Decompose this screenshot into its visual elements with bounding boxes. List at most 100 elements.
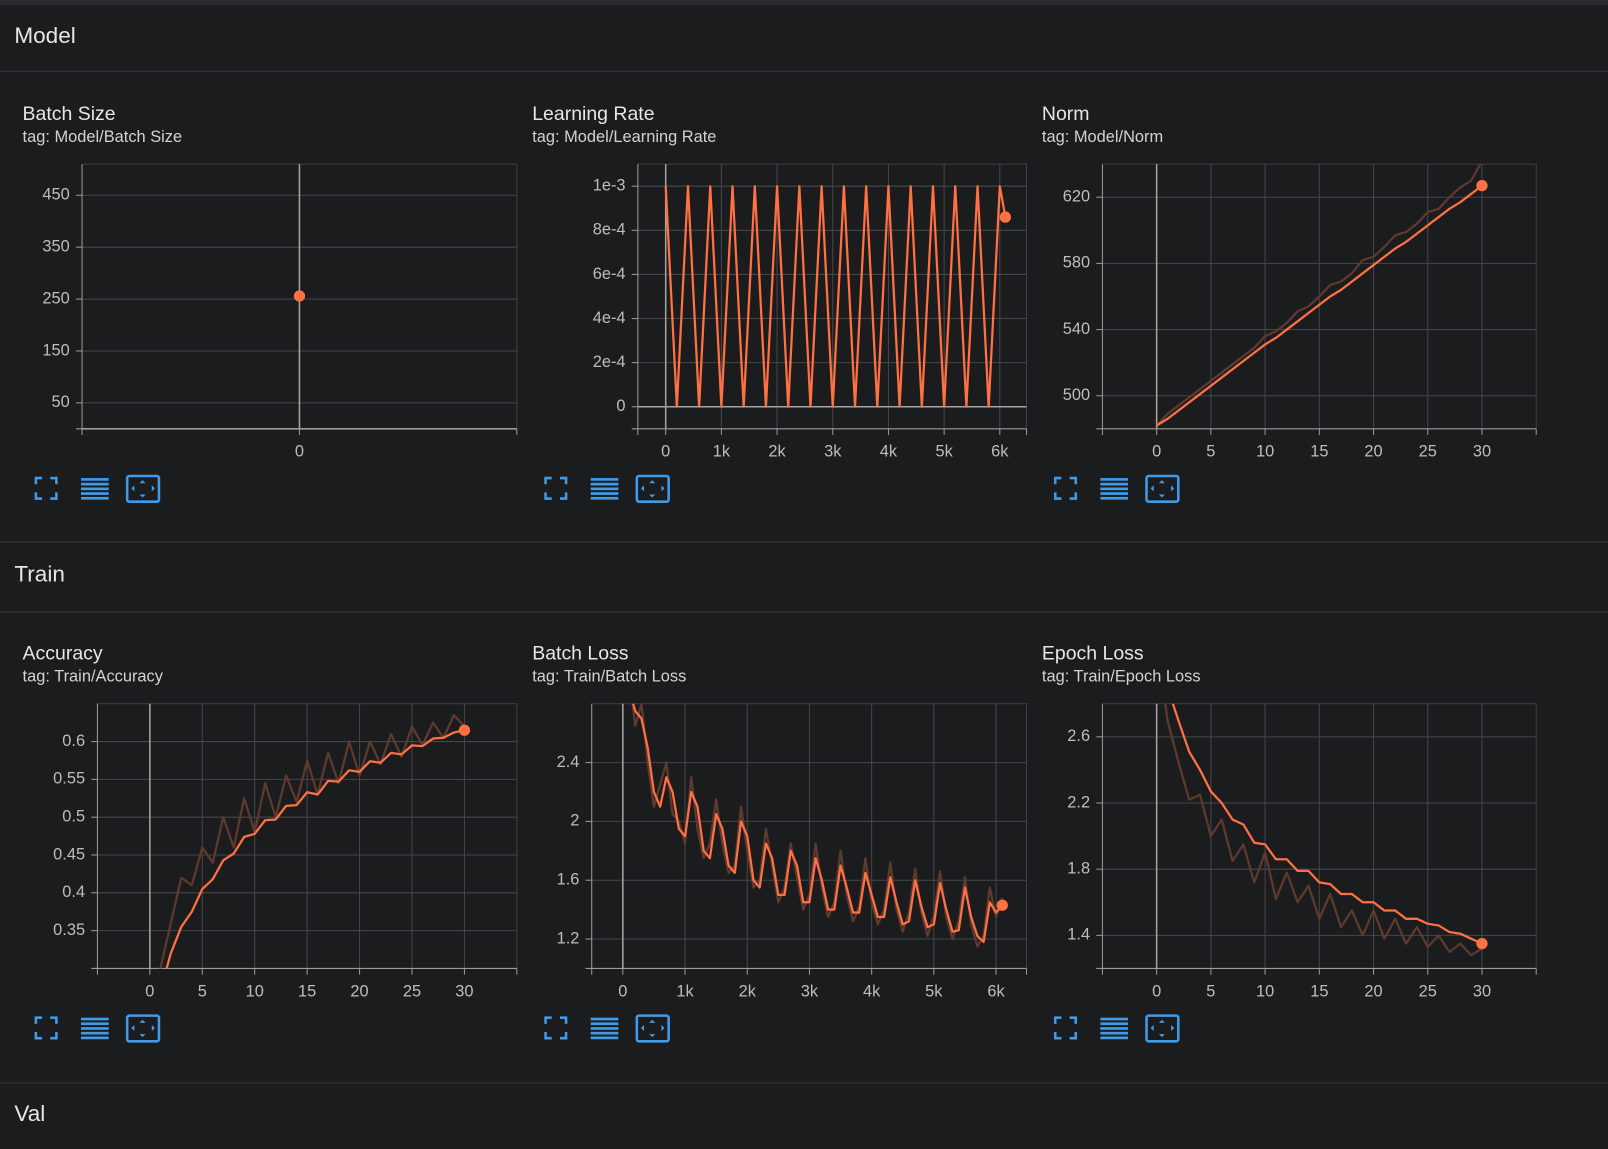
icon-bar <box>590 1022 619 1026</box>
fit-domain-button[interactable] <box>1145 474 1180 503</box>
plot-frame <box>591 703 1028 969</box>
y-tick-label: 250 <box>42 289 69 307</box>
icon-bar <box>590 478 619 481</box>
chart-title: Accuracy <box>23 643 103 665</box>
chart-tag: tag: Model/Batch Size <box>23 128 183 146</box>
y-tick-label: 2.6 <box>1067 727 1090 745</box>
icon-box <box>125 1014 161 1043</box>
chart-card: Batch Loss tag: Train/Batch Loss 1.2 1.6 2 2.… <box>532 643 1028 1043</box>
toggle-log-button[interactable] <box>81 478 109 500</box>
x-tick-label: 3k <box>801 982 819 1000</box>
icon-bar <box>81 496 109 500</box>
y-tick-label: 6e-4 <box>593 265 626 283</box>
y-tick-label: 2.2 <box>1067 793 1090 811</box>
y-tick-label: 500 <box>1063 386 1090 404</box>
icon-bar <box>81 492 109 495</box>
fit-domain-button[interactable] <box>125 1014 161 1043</box>
section-title[interactable]: Train <box>14 561 65 586</box>
x-tick-label: 10 <box>1256 982 1274 1000</box>
x-tick-label: 6k <box>991 443 1009 461</box>
last-point <box>1476 180 1488 192</box>
fit-domain-button[interactable] <box>635 1014 670 1043</box>
x-tick-label: 15 <box>1310 443 1328 461</box>
x-tick-label: 10 <box>246 982 264 1000</box>
fullscreen-button[interactable] <box>1053 1016 1078 1040</box>
x-tick-label: 2k <box>739 982 757 1000</box>
fit-domain-button[interactable] <box>635 474 670 503</box>
icon-corner <box>1069 492 1078 500</box>
y-tick-label: 2.4 <box>557 753 580 771</box>
x-tick-label: 15 <box>298 982 316 1000</box>
y-tick-label: 620 <box>1063 188 1090 206</box>
chart-card: Epoch Loss tag: Train/Epoch Loss 1.4 1.8 2.2… <box>1042 643 1537 1043</box>
x-tick-label: 3k <box>824 443 842 461</box>
x-tick-label: 20 <box>1364 982 1382 1000</box>
chart-tag: tag: Train/Batch Loss <box>532 667 686 685</box>
chart-card: Norm tag: Model/Norm 500 540 580 620 0 5 10 15 20 2… <box>1042 103 1537 503</box>
y-tick-label: 8e-4 <box>593 221 626 239</box>
chart-title: Batch Loss <box>532 643 629 665</box>
chart-title: Epoch Loss <box>1042 643 1144 665</box>
x-tick-label: 2k <box>768 443 786 461</box>
y-tick-label: 0.45 <box>53 845 85 863</box>
fullscreen-button[interactable] <box>34 1016 58 1040</box>
icon-corner <box>50 492 58 500</box>
fit-domain-button[interactable] <box>1145 1014 1180 1043</box>
icon-bar <box>1100 1031 1129 1035</box>
x-tick-label: 20 <box>1364 443 1382 461</box>
toggle-log-button[interactable] <box>1100 1017 1129 1040</box>
toggle-log-button[interactable] <box>590 478 619 500</box>
icon-bar <box>1100 487 1129 491</box>
x-tick-label: 0 <box>145 982 154 1000</box>
icon-bar <box>590 1031 619 1035</box>
fullscreen-button[interactable] <box>544 476 568 500</box>
icon-corner <box>34 1032 43 1040</box>
series-line <box>1164 703 1483 957</box>
series-line <box>1156 184 1483 427</box>
y-tick-label: 1.8 <box>1067 860 1090 878</box>
chart-tag: tag: Model/Norm <box>1042 128 1163 146</box>
chart-tag: tag: Train/Epoch Loss <box>1042 667 1201 685</box>
icon-bar <box>1100 1036 1129 1040</box>
x-tick-label: 5 <box>1206 982 1215 1000</box>
toggle-log-button[interactable] <box>81 1017 109 1040</box>
section-title[interactable]: Model <box>14 23 75 48</box>
y-tick-label: 580 <box>1063 254 1090 272</box>
fit-domain-button[interactable] <box>125 474 161 503</box>
fullscreen-button[interactable] <box>544 1016 568 1040</box>
fullscreen-button[interactable] <box>34 476 58 500</box>
chart-card: Learning Rate tag: Model/Learning Rate 0 2e… <box>532 103 1028 503</box>
icon-bar <box>81 1031 109 1035</box>
last-point <box>996 899 1008 911</box>
icon-arrows <box>131 480 155 498</box>
icon-arrows <box>640 1019 665 1038</box>
x-tick-label: 6k <box>987 982 1005 1000</box>
toggle-log-button[interactable] <box>590 1017 619 1040</box>
icon-corner <box>34 1016 43 1024</box>
last-point <box>293 290 306 302</box>
icon-bar <box>1100 1022 1129 1026</box>
fullscreen-button[interactable] <box>1053 476 1078 500</box>
icon-corner <box>50 1016 58 1024</box>
y-tick-label: 0.35 <box>53 921 85 939</box>
icon-bar <box>590 487 619 491</box>
toggle-log-button[interactable] <box>1100 478 1129 500</box>
series-line <box>165 729 465 969</box>
y-tick-label: 1.4 <box>1067 926 1090 944</box>
chart-card: Batch Size tag: Model/Batch Size 50 150 250 3… <box>23 103 518 503</box>
icon-corner <box>559 1032 568 1040</box>
y-tick-label: 2e-4 <box>593 353 626 371</box>
icon-bar <box>81 482 109 486</box>
icon-bar <box>81 1036 109 1040</box>
plot-frame <box>97 703 518 969</box>
chart-title: Norm <box>1042 103 1090 125</box>
y-tick-label: 350 <box>42 238 69 256</box>
x-tick-label: 5k <box>935 443 953 461</box>
icon-bar <box>590 496 619 500</box>
icon-bar <box>81 1027 109 1030</box>
y-tick-label: 1.6 <box>557 871 580 889</box>
x-tick-label: 4k <box>863 982 881 1000</box>
x-tick-label: 1k <box>713 443 731 461</box>
section-title[interactable]: Val <box>14 1101 45 1126</box>
